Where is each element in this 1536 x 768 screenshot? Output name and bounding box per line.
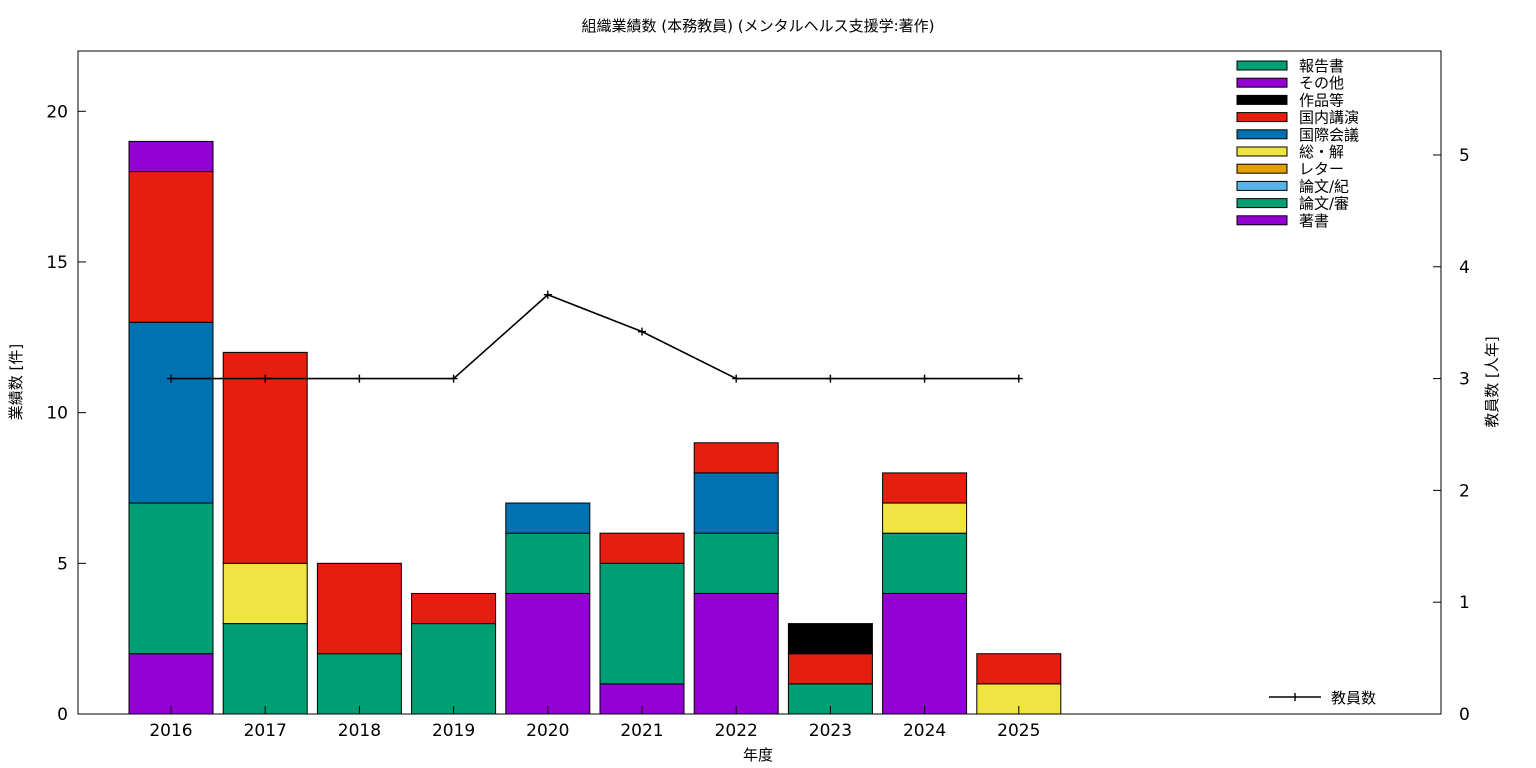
bar-2018-series-6 [316,562,402,655]
x-tick-label: 2021 [620,721,663,741]
bar-2016-series-5 [128,321,214,504]
line-point-2025 [1014,374,1023,383]
x-tick-label: 2016 [149,721,192,741]
bar-2022-series-5 [693,472,779,534]
line-legend: 教員数 [1269,689,1376,707]
x-tick-label: 2024 [903,721,946,741]
bar-2022-series-6 [693,442,779,474]
legend-swatch [1236,77,1288,88]
legend-label: 国内講演 [1299,109,1359,127]
legend-swatch [1236,112,1288,123]
legend-swatch [1236,60,1288,71]
legend-label: 論文/紀 [1299,177,1349,195]
bar-2024-series-0 [882,592,968,715]
bar-2016-series-6 [128,171,214,323]
line-point-2016 [167,374,175,383]
bar-2022-series-0 [693,592,779,715]
y-axis-label: 業績数 [件] [7,344,25,420]
bar-2019-series-6 [411,592,497,625]
bar-2017-series-6 [222,351,308,564]
legend-label: レター [1299,160,1344,178]
legend-swatch [1236,215,1288,226]
line-legend-label: 教員数 [1331,689,1376,707]
line-point-2021 [638,327,646,336]
legend-swatch [1236,146,1288,157]
legend-swatch [1236,94,1288,105]
bar-2024-series-6 [882,472,968,504]
legend-label: 作品等 [1299,91,1344,109]
line-point-2022 [732,374,741,383]
bar-2019-series-1 [411,623,497,715]
x-axis-label: 年度 [743,746,773,764]
bar-2024-series-4 [882,502,968,534]
bar-2017-series-1 [222,623,308,715]
bar-2023-series-6 [787,653,873,685]
legend-swatch [1236,129,1288,140]
bar-2021-series-1 [599,562,685,685]
y-tick-label: 0 [57,705,68,725]
y-tick-label: 20 [46,102,68,122]
x-tick-label: 2025 [997,721,1040,741]
x-tick-label: 2023 [809,721,852,741]
y2-tick-label: 3 [1459,370,1470,390]
bar-2020-series-1 [505,532,591,594]
line-point-2017 [261,374,270,383]
bar-2020-series-0 [505,592,591,715]
y2-tick-label: 5 [1459,146,1470,166]
line-point-2024 [920,374,929,383]
x-tick-label: 2020 [526,721,569,741]
bar-2018-series-1 [316,653,402,715]
y-tick-label: 5 [57,554,68,574]
y2-tick-label: 4 [1459,258,1470,278]
y-tick-label: 15 [46,253,68,273]
line-point-2020 [543,290,552,299]
bar-2021-series-6 [599,532,685,564]
bar-2016-series-0 [128,653,214,715]
bar-2023-series-7 [787,623,873,655]
chart-title: 組織業績数 (本務教員) (メンタルヘルス支援学:著作) [581,17,934,35]
x-tick-label: 2017 [244,721,287,741]
line-layer [167,290,1023,383]
legend-label: 著書 [1299,212,1329,230]
bar-2022-series-1 [693,532,779,594]
line-point-2023 [826,374,835,383]
line-point-2018 [355,374,364,383]
bars-layer [128,140,1062,715]
legend-swatch [1236,180,1288,191]
y2-axis-label: 教員数 [人年] [1483,336,1501,427]
legend-swatch [1236,163,1288,174]
plot-frame [77,50,1442,715]
x-tick-label: 2018 [338,721,381,741]
legend-label: その他 [1299,74,1344,92]
legend-label: 国際会議 [1299,126,1359,144]
x-tick-label: 2019 [432,721,475,741]
y2-tick-label: 2 [1459,481,1470,501]
bar-2016-series-8 [128,140,214,173]
bar-2025-series-6 [976,653,1062,685]
bar-2024-series-1 [882,532,968,594]
legend-label: 総・解 [1299,143,1344,161]
line-point-2019 [449,374,458,383]
y2-tick-label: 1 [1459,593,1470,613]
line-teacher-count [171,293,1019,380]
legend-label: 論文/審 [1299,195,1349,213]
legend-label: 報告書 [1299,57,1344,75]
y-tick-label: 10 [46,404,68,424]
bar-2016-series-1 [128,502,214,655]
y2-tick-label: 0 [1459,705,1470,725]
legend-swatch [1236,198,1288,209]
x-tick-label: 2022 [715,721,758,741]
ticks-layer: 0 5 10 15 20 0 1 2 3 4 5 2016 2017 2018 2019 2020 2021 20… [46,102,1469,741]
bar-2020-series-5 [505,502,591,534]
bar-2017-series-4 [222,562,308,625]
